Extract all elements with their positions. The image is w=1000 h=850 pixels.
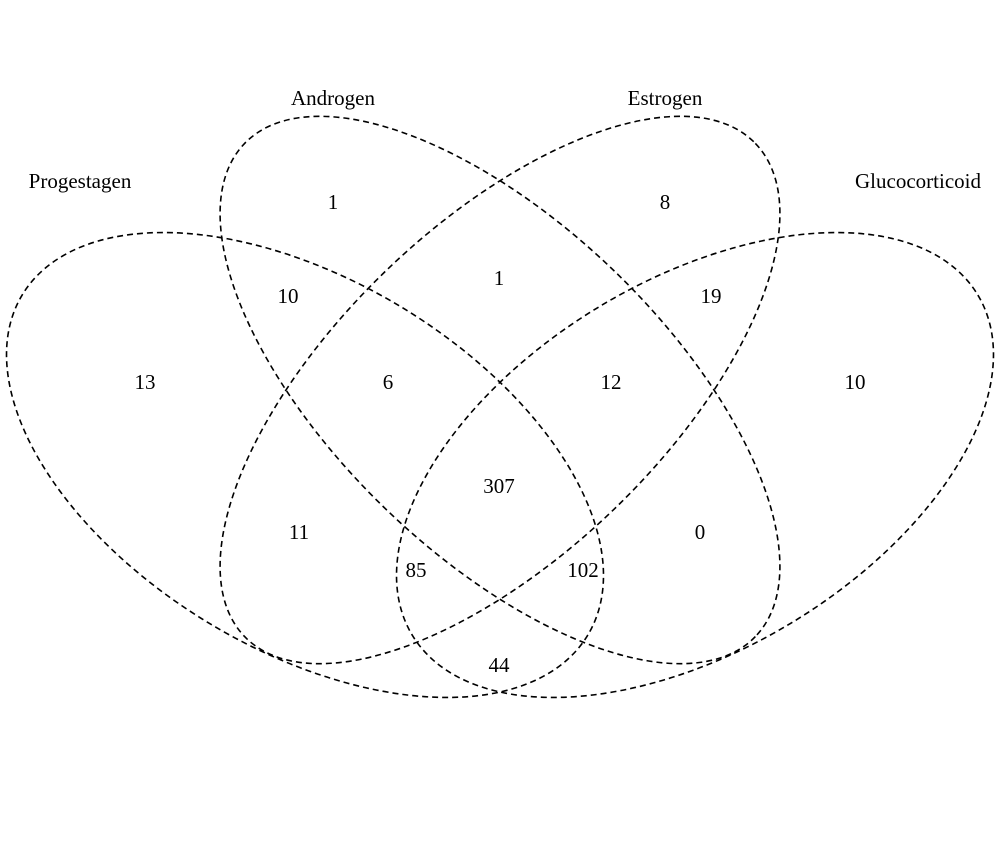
count-progestagen-estrogen: 11 [289,520,309,544]
count-all-four: 307 [483,474,515,498]
set-label-glucocorticoid: Glucocorticoid [855,169,981,193]
count-androgen-only: 1 [328,190,339,214]
count-progestagen-androgen-glucocorticoid: 102 [567,558,599,582]
count-estrogen-glucocorticoid: 19 [701,284,722,308]
count-androgen-estrogen-glucocorticoid: 12 [601,370,622,394]
count-androgen-estrogen: 1 [494,266,505,290]
count-progestagen-androgen-estrogen: 6 [383,370,394,394]
count-estrogen-only: 8 [660,190,671,214]
glucocorticoid-ellipse [395,231,995,699]
count-androgen-glucocorticoid: 0 [695,520,706,544]
estrogen-ellipse [219,115,781,665]
set-label-androgen: Androgen [291,86,375,110]
progestagen-ellipse [5,231,605,699]
count-progestagen-only: 13 [135,370,156,394]
androgen-ellipse [219,115,781,665]
set-label-estrogen: Estrogen [628,86,703,110]
set-label-progestagen: Progestagen [29,169,132,193]
count-glucocorticoid-only: 10 [845,370,866,394]
count-progestagen-glucocorticoid: 44 [489,653,511,677]
count-progestagen-estrogen-glucocorticoid: 85 [406,558,427,582]
count-progestagen-androgen: 10 [278,284,299,308]
